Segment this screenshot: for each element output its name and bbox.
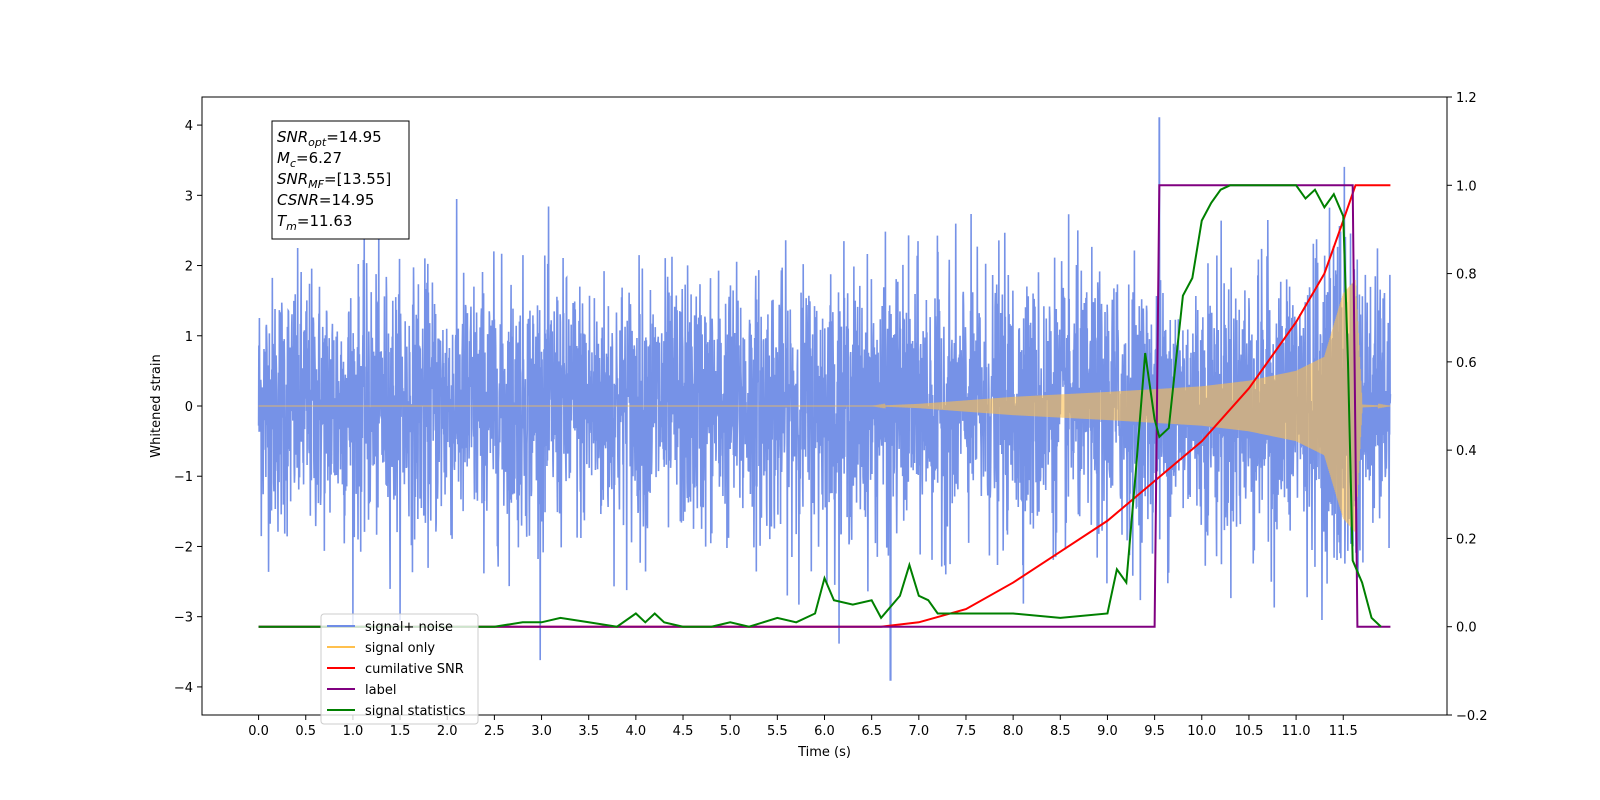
x-tick-label: 7.5	[956, 724, 977, 739]
annotation-value: =11.63	[297, 212, 353, 230]
y-tick-label: 1	[185, 330, 193, 345]
x-tick-label: 9.0	[1097, 724, 1118, 739]
y2-tick-label: 0.2	[1456, 532, 1477, 547]
annotation-subscript: c	[290, 157, 296, 170]
annotation-subscript: m	[286, 220, 297, 233]
x-tick-label: 11.5	[1329, 724, 1358, 739]
annotation-line: SNRopt=14.95	[277, 128, 382, 149]
x-tick-label: 4.5	[673, 724, 694, 739]
x-tick-label: 10.5	[1234, 724, 1263, 739]
series-group	[257, 117, 1392, 681]
x-tick-label: 10.0	[1187, 724, 1216, 739]
x-tick-label: 1.5	[390, 724, 411, 739]
annotation-symbol: M	[277, 149, 290, 167]
annotation-subscript: MF	[308, 178, 324, 191]
x-tick-label: 9.5	[1144, 724, 1165, 739]
y2-tick-label: 0.0	[1456, 621, 1477, 636]
annotation-value: =[13.55]	[324, 170, 391, 188]
y2-tick-label: 0.6	[1456, 356, 1477, 371]
annotation-symbol: SNR	[277, 170, 308, 188]
x-tick-label: 3.0	[531, 724, 552, 739]
y-tick-label: 2	[185, 260, 193, 275]
x-tick-label: 7.0	[908, 724, 929, 739]
legend-label: signal only	[365, 641, 435, 656]
y2-tick-label: 0.4	[1456, 444, 1477, 459]
x-tick-label: 0.0	[248, 724, 269, 739]
y-tick-label: 0	[185, 400, 193, 415]
x-tick-label: 2.5	[484, 724, 505, 739]
annotation-subscript: opt	[308, 136, 327, 149]
legend-frame	[320, 613, 479, 725]
y2-tick-label: 0.8	[1456, 268, 1477, 283]
annotation-line: Mc=6.27	[277, 149, 342, 170]
x-tick-label: 1.0	[343, 724, 364, 739]
x-tick-label: 8.0	[1003, 724, 1024, 739]
annotation-line: Tm=11.63	[277, 212, 352, 233]
annotation-symbol: T	[277, 212, 288, 230]
annotation-value: =14.95	[326, 128, 382, 146]
x-tick-label: 11.0	[1282, 724, 1311, 739]
x-tick-label: 3.5	[578, 724, 599, 739]
y2-tick-label: 1.0	[1456, 179, 1477, 194]
series-line-cumulative-snr	[258, 184, 1391, 628]
y-tick-label: −1	[174, 470, 193, 485]
legend-label: label	[365, 683, 396, 698]
y-tick-label: −3	[174, 611, 193, 626]
y-tick-label: 3	[185, 189, 193, 204]
legend-label: signal+ noise	[365, 620, 453, 635]
x-tick-label: 5.0	[720, 724, 741, 739]
x-axis-title: Time (s)	[797, 745, 851, 760]
axes: 0.0 0.5 1.0 1.5 2.0 2.5 3.0 3.5 4.0 4.5 5.0 5.5 6.0 6…	[174, 91, 1488, 739]
legend-label: signal statistics	[365, 704, 466, 719]
x-tick-label: 5.5	[767, 724, 788, 739]
plot-area	[257, 117, 1392, 681]
annotation-value: =6.27	[296, 149, 342, 167]
y-tick-label: −2	[174, 540, 193, 555]
y-tick-label: −4	[174, 681, 193, 696]
legend-label: cumilative SNR	[365, 662, 464, 677]
y2-tick-label: 1.2	[1456, 91, 1477, 106]
annotation-line: SNRMF=[13.55]	[277, 170, 391, 191]
x-tick-label: 6.0	[814, 724, 835, 739]
y-axis-title: Whitened strain	[149, 354, 164, 457]
x-tick-label: 0.5	[295, 724, 316, 739]
y-tick-label: 4	[185, 119, 193, 134]
annotation-value: =14.95	[319, 191, 375, 209]
x-tick-label: 6.5	[861, 724, 882, 739]
legend: signal+ noise signal only cumilative SNR la…	[320, 613, 479, 725]
series-line-signal-only	[258, 279, 1391, 533]
x-tick-label: 2.0	[437, 724, 458, 739]
y2-tick-label: −0.2	[1456, 709, 1488, 724]
annotation-line: CSNR=14.95	[277, 191, 374, 209]
stats-annotation-box: SNRopt=14.95Mc=6.27SNRMF=[13.55]CSNR=14.…	[271, 120, 410, 240]
annotation-frame	[271, 120, 410, 240]
annotation-symbol: CSNR	[277, 191, 319, 209]
x-tick-label: 4.0	[626, 724, 647, 739]
annotation-symbol: SNR	[277, 128, 308, 146]
x-tick-label: 8.5	[1050, 724, 1071, 739]
